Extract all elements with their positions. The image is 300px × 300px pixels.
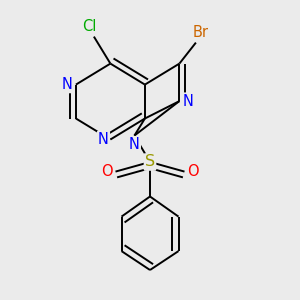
Text: O: O	[188, 164, 199, 179]
Text: Br: Br	[193, 25, 209, 40]
Text: O: O	[101, 164, 112, 179]
Text: N: N	[182, 94, 193, 109]
Text: N: N	[62, 77, 73, 92]
Text: Cl: Cl	[82, 19, 97, 34]
Text: N: N	[129, 137, 140, 152]
Text: N: N	[98, 132, 109, 147]
Text: S: S	[145, 154, 155, 169]
